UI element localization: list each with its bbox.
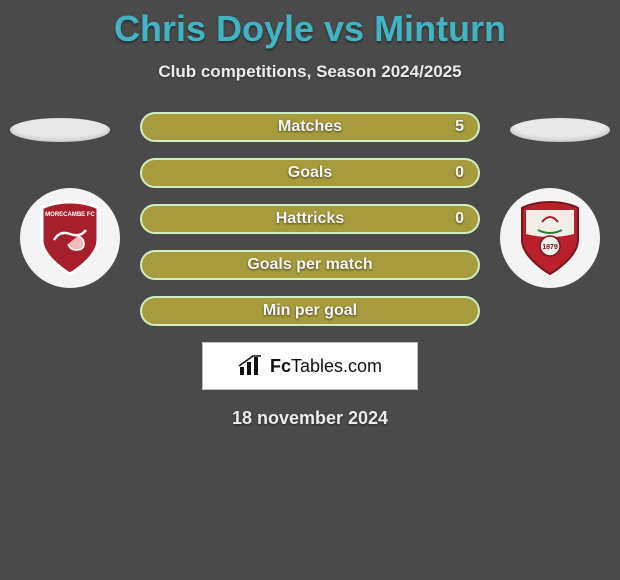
fctables-logo[interactable]: FcTables.com (202, 342, 418, 390)
stat-label: Goals (142, 160, 478, 186)
stat-label: Hattricks (142, 206, 478, 232)
stat-row-min-per-goal: Min per goal (140, 296, 480, 326)
stat-right-value: 0 (455, 206, 464, 232)
stat-row-matches: Matches 5 (140, 112, 480, 142)
stat-label: Goals per match (142, 252, 478, 278)
subtitle: Club competitions, Season 2024/2025 (0, 62, 620, 82)
stat-label: Matches (142, 114, 478, 140)
stat-row-hattricks: Hattricks 0 (140, 204, 480, 234)
comparison-area: MORECAMBE FC 1879 Matches 5 Goals 0 Hatt… (0, 112, 620, 429)
page-title: Chris Doyle vs Minturn (0, 0, 620, 50)
morecambe-shield-icon: MORECAMBE FC (38, 200, 102, 276)
svg-text:1879: 1879 (542, 244, 558, 251)
bar-chart-icon (238, 355, 264, 377)
stat-row-goals-per-match: Goals per match (140, 250, 480, 280)
right-club-badge: 1879 (500, 188, 600, 288)
left-club-badge: MORECAMBE FC (20, 188, 120, 288)
stats-column: Matches 5 Goals 0 Hattricks 0 Goals per … (140, 112, 480, 326)
stat-right-value: 0 (455, 160, 464, 186)
stat-right-value: 5 (455, 114, 464, 140)
right-player-ellipse (510, 118, 610, 142)
swindon-shield-icon: 1879 (518, 200, 582, 276)
stat-row-goals: Goals 0 (140, 158, 480, 188)
logo-text: FcTables.com (270, 356, 382, 377)
stat-label: Min per goal (142, 298, 478, 324)
snapshot-date: 18 november 2024 (0, 408, 620, 429)
left-player-ellipse (10, 118, 110, 142)
svg-text:MORECAMBE FC: MORECAMBE FC (45, 212, 95, 218)
